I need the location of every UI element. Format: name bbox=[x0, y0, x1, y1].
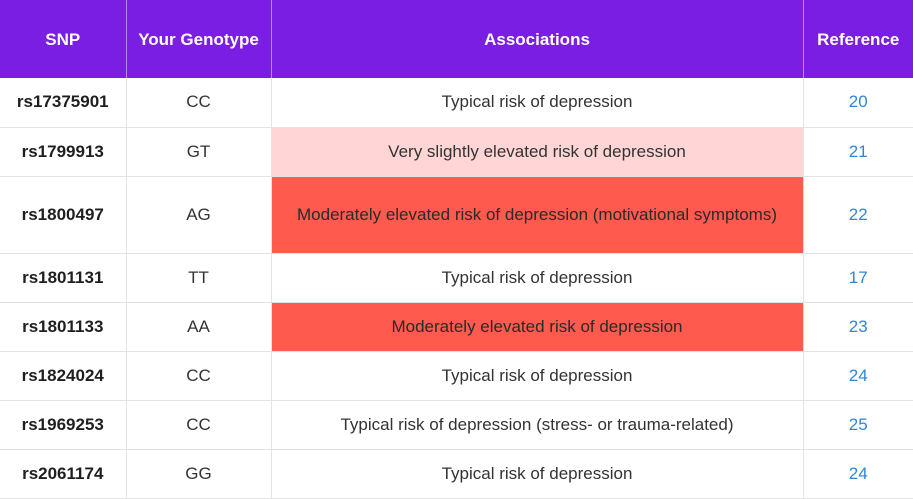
header-associations: Associations bbox=[271, 0, 804, 78]
table-row: rs1800497 AG Moderately elevated risk of… bbox=[0, 176, 913, 254]
header-row: SNP Your Genotype Associations Reference bbox=[0, 0, 913, 78]
genotype-value: GT bbox=[126, 127, 272, 177]
header-genotype: Your Genotype bbox=[126, 0, 272, 78]
table-header: SNP Your Genotype Associations Reference bbox=[0, 0, 913, 78]
reference-link[interactable]: 24 bbox=[803, 449, 913, 499]
association-text: Typical risk of depression bbox=[271, 449, 804, 499]
snp-id: rs1824024 bbox=[0, 351, 127, 401]
genotype-value: AG bbox=[126, 176, 272, 254]
table-row: rs1801131 TT Typical risk of depression … bbox=[0, 253, 913, 303]
reference-link[interactable]: 21 bbox=[803, 127, 913, 177]
table-row: rs1799913 GT Very slightly elevated risk… bbox=[0, 127, 913, 177]
snp-id: rs1801131 bbox=[0, 253, 127, 303]
snp-id: rs1969253 bbox=[0, 400, 127, 450]
table-row: rs1824024 CC Typical risk of depression … bbox=[0, 351, 913, 401]
reference-link[interactable]: 17 bbox=[803, 253, 913, 303]
snp-id: rs2061174 bbox=[0, 449, 127, 499]
table-row: rs1969253 CC Typical risk of depression … bbox=[0, 400, 913, 450]
header-snp: SNP bbox=[0, 0, 127, 78]
genotype-value: TT bbox=[126, 253, 272, 303]
reference-link[interactable]: 24 bbox=[803, 351, 913, 401]
genotype-value: CC bbox=[126, 400, 272, 450]
reference-link[interactable]: 23 bbox=[803, 302, 913, 352]
reference-link[interactable]: 20 bbox=[803, 78, 913, 128]
table-row: rs1801133 AA Moderately elevated risk of… bbox=[0, 302, 913, 352]
association-text: Typical risk of depression bbox=[271, 351, 804, 401]
genotype-value: AA bbox=[126, 302, 272, 352]
association-text: Typical risk of depression (stress- or t… bbox=[271, 400, 804, 450]
table-row: rs2061174 GG Typical risk of depression … bbox=[0, 449, 913, 499]
header-reference: Reference bbox=[803, 0, 913, 78]
table-body: rs17375901 CC Typical risk of depression… bbox=[0, 78, 913, 499]
reference-link[interactable]: 22 bbox=[803, 176, 913, 254]
association-text: Moderately elevated risk of depression bbox=[271, 302, 804, 352]
snp-id: rs17375901 bbox=[0, 78, 127, 128]
table-row: rs17375901 CC Typical risk of depression… bbox=[0, 78, 913, 128]
genotype-value: CC bbox=[126, 78, 272, 128]
genotype-value: CC bbox=[126, 351, 272, 401]
snp-id: rs1801133 bbox=[0, 302, 127, 352]
association-text: Typical risk of depression bbox=[271, 253, 804, 303]
snp-id: rs1799913 bbox=[0, 127, 127, 177]
association-text: Moderately elevated risk of depression (… bbox=[271, 176, 804, 254]
reference-link[interactable]: 25 bbox=[803, 400, 913, 450]
snp-id: rs1800497 bbox=[0, 176, 127, 254]
genotype-value: GG bbox=[126, 449, 272, 499]
association-text: Typical risk of depression bbox=[271, 78, 804, 128]
association-text: Very slightly elevated risk of depressio… bbox=[271, 127, 804, 177]
